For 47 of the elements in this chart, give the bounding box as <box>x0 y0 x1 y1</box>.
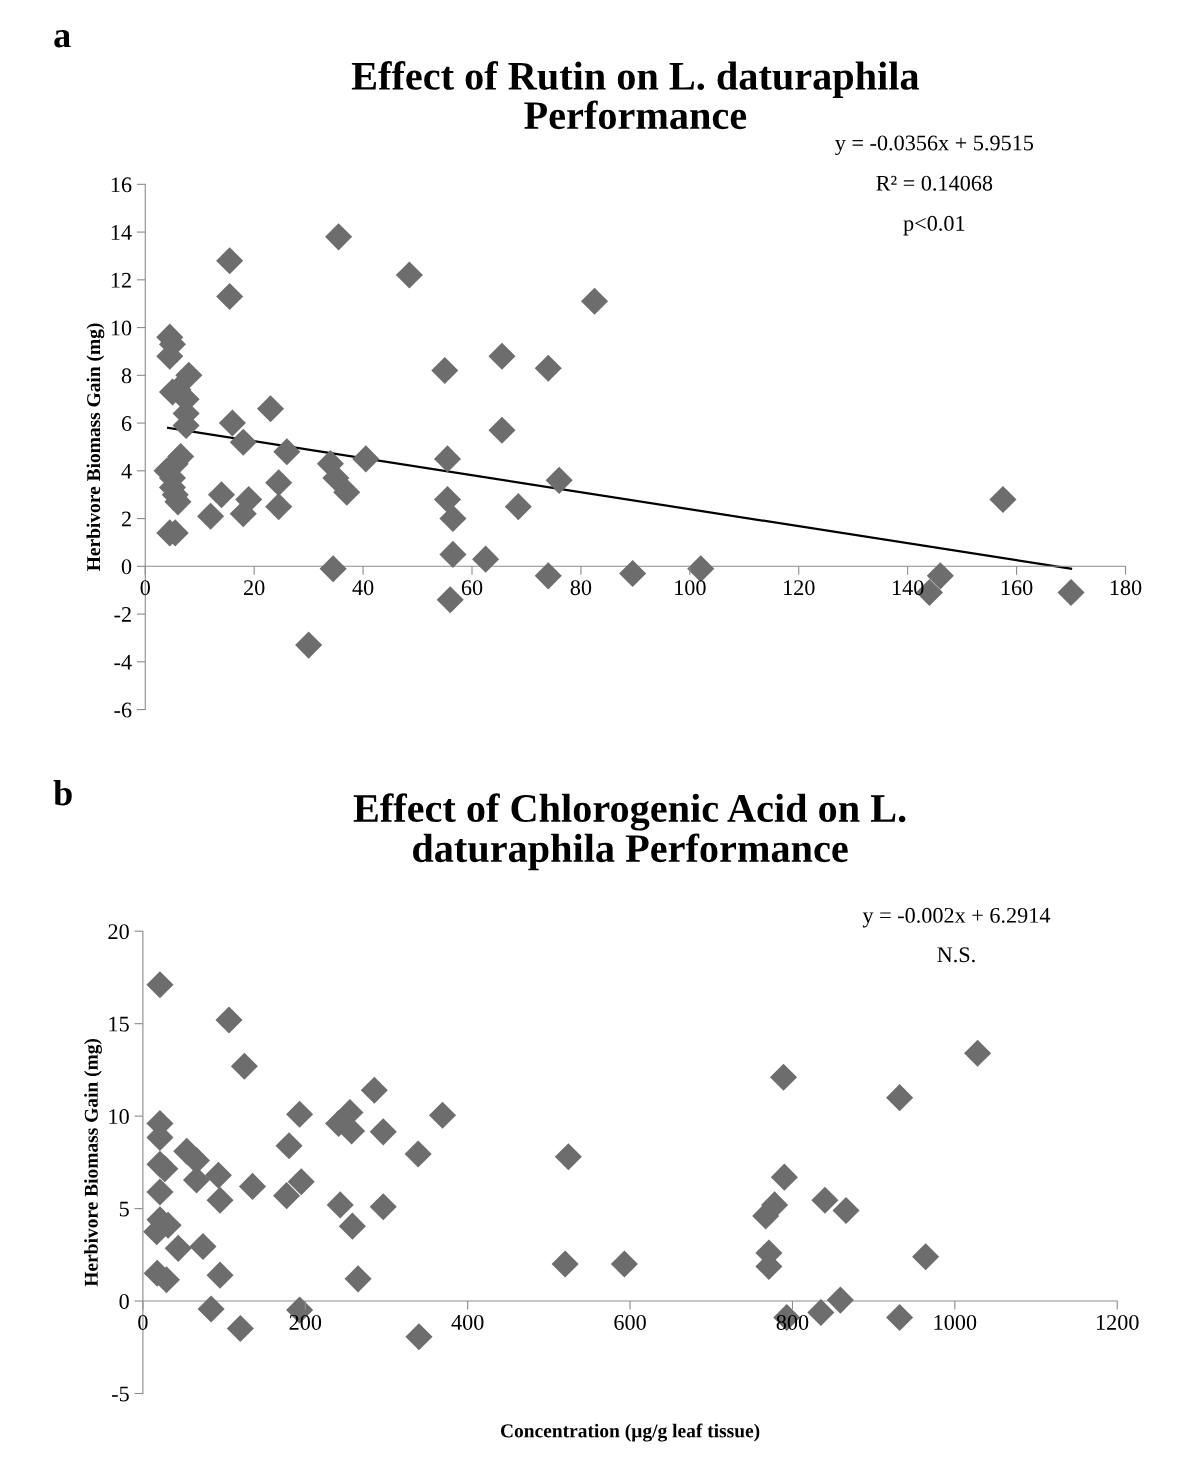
annotation: N.S. <box>937 947 975 963</box>
y-tick-label: 8 <box>121 368 132 384</box>
y-axis-title: Herbivore Biomass Gain (mg) <box>84 1038 102 1287</box>
y-tick-label: 0 <box>119 1293 129 1309</box>
y-tick-label: 20 <box>108 924 129 940</box>
x-tick-label: 400 <box>451 1314 484 1330</box>
text: a <box>54 30 71 48</box>
x-tick-label: 200 <box>289 1314 322 1330</box>
x-tick-label: 100 <box>675 580 706 596</box>
x-tick-label: 1000 <box>934 1314 977 1330</box>
x-tick-label: 180 <box>1110 580 1142 596</box>
y-tick-label: -6 <box>114 702 132 718</box>
x-axis-title: Concentration (µg/g leaf tissue) <box>500 1423 760 1442</box>
y-tick-label: -4 <box>114 654 132 670</box>
x-tick-label: 1200 <box>1096 1314 1139 1330</box>
y-axis-title: Herbivore Biomass Gain (mg) <box>86 323 105 571</box>
x-tick-label: 60 <box>461 580 483 596</box>
y-tick-label: 6 <box>121 416 132 431</box>
x-tick-label: 600 <box>614 1314 646 1330</box>
y-tick-label: 4 <box>121 463 132 479</box>
chart-title: Effect of Rutin on L. daturaphila Performance <box>351 61 919 130</box>
y-tick-label: 2 <box>121 511 131 527</box>
y-tick-label: 16 <box>111 177 132 193</box>
y-tick-label: 10 <box>109 1109 129 1125</box>
y-tick-label: 12 <box>111 272 131 288</box>
x-tick-label: 120 <box>784 580 815 596</box>
x-tick-label: 0 <box>140 580 150 596</box>
x-tick-label: 40 <box>352 580 374 596</box>
annotation: R² = 0.14068 <box>876 175 993 191</box>
annotation: p<0.01 <box>903 215 965 236</box>
chart-title: Effect of Chlorogenic Acid on L. daturaphila Performance <box>353 793 906 871</box>
x-tick-label: 20 <box>244 580 265 596</box>
x-tick-label: 0 <box>138 1314 148 1330</box>
x-tick-label: 800 <box>776 1314 809 1330</box>
y-tick-label: 0 <box>121 559 132 575</box>
x-tick-label: 140 <box>892 580 924 596</box>
x-tick-label: 160 <box>1001 580 1033 596</box>
y-tick-label: -2 <box>114 607 131 622</box>
x-tick-label: 80 <box>570 580 592 596</box>
y-tick-label: -5 <box>112 1386 129 1402</box>
text: y = -0.0356x + 5.9515 <box>835 135 1034 156</box>
y-tick-label: 5 <box>119 1201 129 1217</box>
y-tick-label: 15 <box>109 1016 129 1032</box>
y-tick-label: 10 <box>111 320 132 336</box>
text: y = -0.002x + 6.2914 <box>862 907 1051 928</box>
y-tick-label: 14 <box>111 225 132 240</box>
text: b <box>53 780 72 806</box>
